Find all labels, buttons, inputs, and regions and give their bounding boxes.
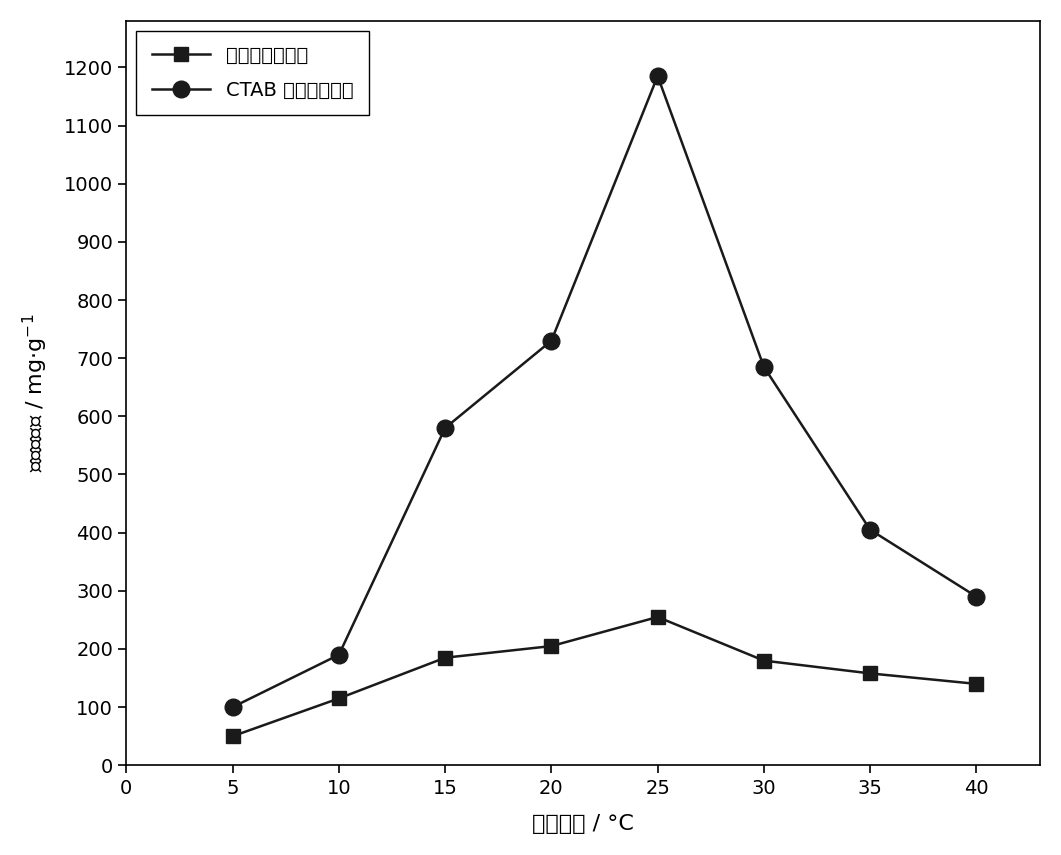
CTAB 改性膨胀石墨 [545,336,558,346]
未改性膨胀石墨 [545,641,558,652]
CTAB 改性膨胀石墨 [864,525,876,535]
未改性膨胀石墨 [758,656,770,666]
未改性膨胀石墨 [226,731,239,741]
X-axis label: 吸附温度 / °C: 吸附温度 / °C [533,814,634,834]
未改性膨胀石墨 [864,669,876,679]
未改性膨胀石墨 [970,679,982,689]
未改性膨胀石墨 [439,652,452,663]
未改性膨胀石墨 [651,612,664,622]
未改性膨胀石墨 [332,693,345,704]
CTAB 改性膨胀石墨 [758,362,770,372]
Line: CTAB 改性膨胀石墨: CTAB 改性膨胀石墨 [224,68,985,716]
Y-axis label: 饱和吸附量 / mg·g$^{-1}$: 饱和吸附量 / mg·g$^{-1}$ [21,314,50,472]
CTAB 改性膨胀石墨 [332,650,345,660]
Line: 未改性膨胀石墨: 未改性膨胀石墨 [226,610,984,743]
CTAB 改性膨胀石墨 [226,702,239,712]
CTAB 改性膨胀石墨 [651,71,664,81]
CTAB 改性膨胀石墨 [970,592,982,602]
CTAB 改性膨胀石墨 [439,423,452,433]
Legend: 未改性膨胀石墨, CTAB 改性膨胀石墨: 未改性膨胀石墨, CTAB 改性膨胀石墨 [136,31,369,115]
